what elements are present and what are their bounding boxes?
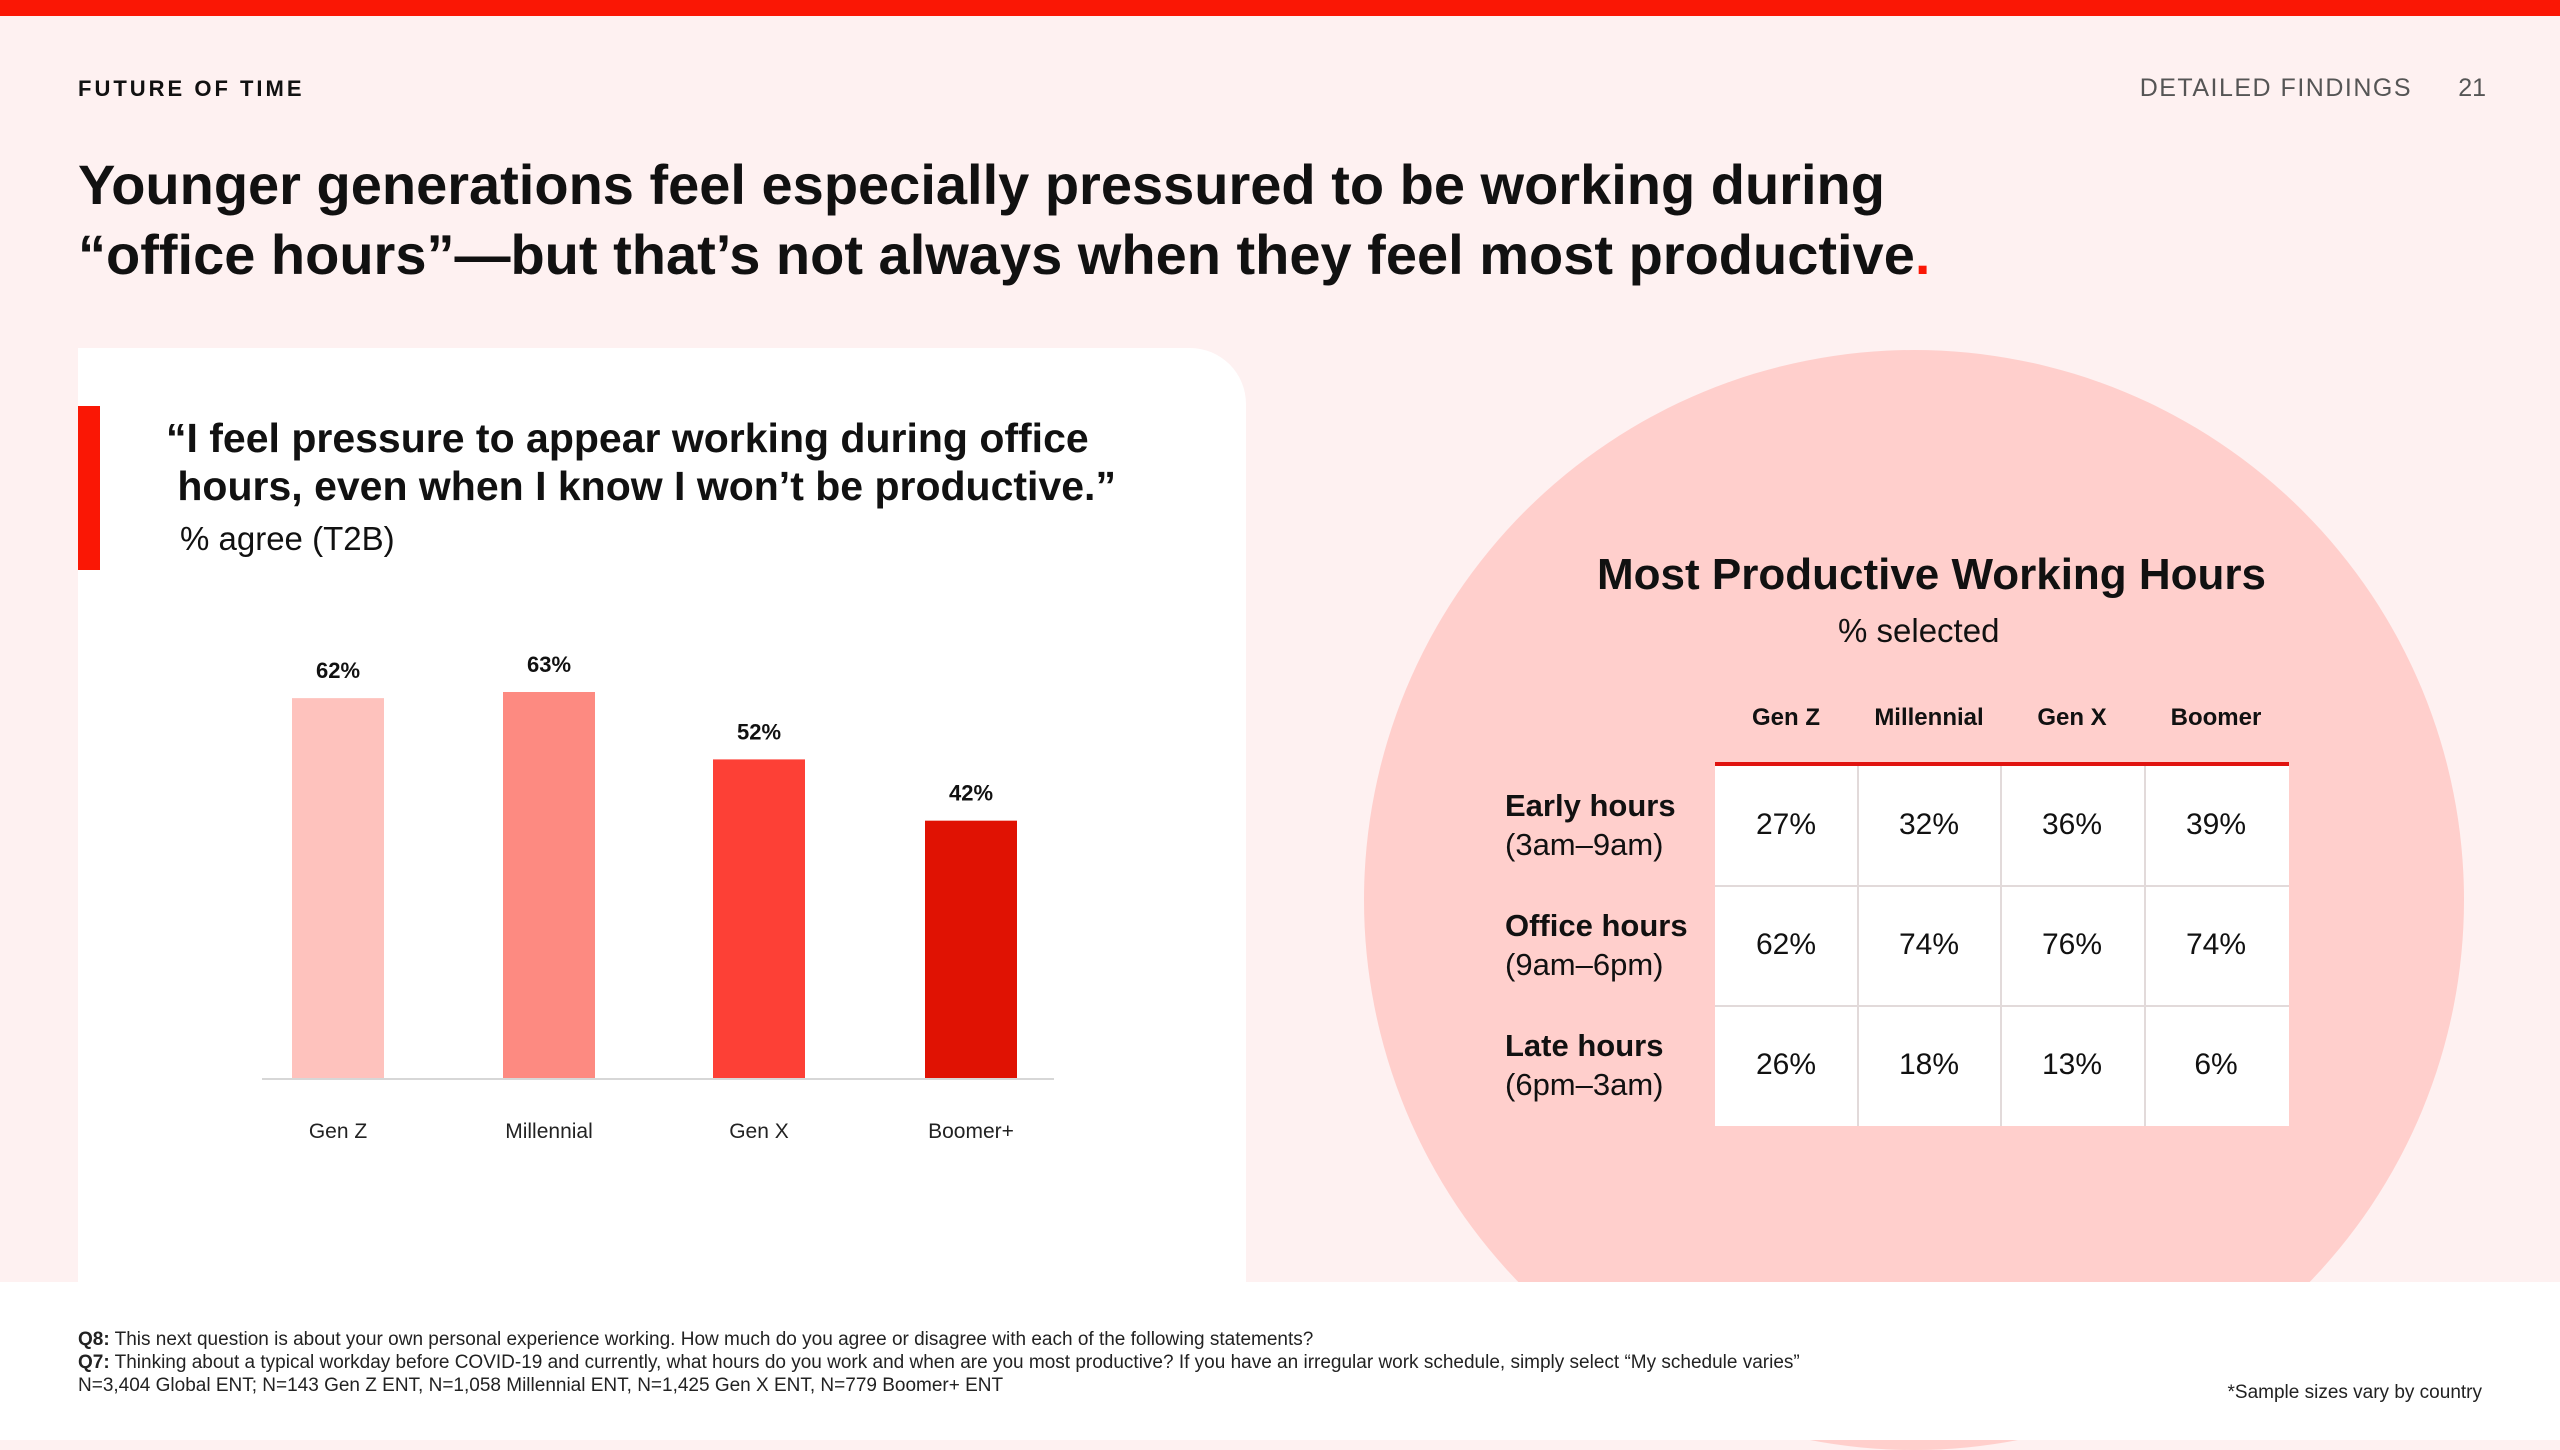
chart-quote: “I feel pressure to appear working durin… xyxy=(166,414,1116,510)
title-red-dot: . xyxy=(1914,223,1931,286)
quote-line-2: hours, even when I know I won’t be produ… xyxy=(166,463,1116,509)
row-label-range: (6pm–3am) xyxy=(1505,1067,1664,1102)
data-table: 27% 32% 36% 39% 62% 74% 76% 74% 26% 18% … xyxy=(1715,766,2289,1126)
table-cell: 62% xyxy=(1755,928,1817,961)
table-divider xyxy=(2000,766,2002,1126)
footnote-q8-label: Q8: xyxy=(78,1329,110,1350)
section-label: DETAILED FINDINGS xyxy=(2139,74,2412,102)
page-number: 21 xyxy=(2458,74,2486,102)
table-divider xyxy=(1715,1005,2289,1007)
row-label-title: Early hours xyxy=(1505,788,1676,823)
table-cell: 18% xyxy=(1898,1048,1960,1081)
table-cell: 74% xyxy=(1898,928,1960,961)
quote-accent-bar xyxy=(78,406,100,570)
sample-size-note: *Sample sizes vary by country xyxy=(2227,1382,2483,1403)
row-label-range: (3am–9am) xyxy=(1505,827,1664,862)
title-line-2: “office hours”—but that’s not always whe… xyxy=(78,220,2078,290)
row-label-late-hours: Late hours (6pm–3am) xyxy=(1505,1026,1664,1104)
row-label-range: (9am–6pm) xyxy=(1505,947,1664,982)
footnote-q8-text: This next question is about your own per… xyxy=(109,1329,1314,1350)
x-tick-label: Gen Z xyxy=(309,1120,368,1143)
top-accent-bar xyxy=(0,0,2560,16)
quote-line-1: “I feel pressure to appear working durin… xyxy=(166,415,1089,461)
bar-value-label: 62% xyxy=(316,658,360,683)
table-cell: 39% xyxy=(2185,808,2247,841)
footer xyxy=(0,1282,2560,1440)
table-cell: 76% xyxy=(2041,928,2103,961)
x-tick-label: Boomer+ xyxy=(928,1120,1014,1143)
bar-chart: 62% Gen Z 63% Millennial 52% Gen X 42% Boomer+ xyxy=(262,652,1054,1143)
bar-millennial xyxy=(503,692,595,1078)
page-title: Younger generations feel especially pres… xyxy=(78,150,2078,290)
bar-boomer xyxy=(925,820,1017,1078)
table-subtitle: % selected xyxy=(1838,612,2000,649)
table-cell: 74% xyxy=(2185,928,2247,961)
table-cell: 6% xyxy=(2194,1048,2238,1081)
x-tick-label: Millennial xyxy=(505,1120,593,1143)
column-header-gen-z: Gen Z xyxy=(1751,704,1820,731)
row-label-title: Office hours xyxy=(1505,908,1688,943)
title-line-1: Younger generations feel especially pres… xyxy=(78,153,1885,216)
row-label-title: Late hours xyxy=(1505,1028,1664,1063)
chart-subtitle: % agree (T2B) xyxy=(180,520,395,557)
footnote-q7-text: Thinking about a typical workday before … xyxy=(109,1352,1800,1373)
footnote-q7: Q7: Thinking about a typical workday bef… xyxy=(78,1351,1800,1374)
table-cell: 27% xyxy=(1755,808,1817,841)
bar-chart-card xyxy=(78,348,1246,1288)
table-divider xyxy=(1857,766,1859,1126)
table-cell: 13% xyxy=(2041,1048,2103,1081)
footnote-sample-sizes: N=3,404 Global ENT; N=143 Gen Z ENT, N=1… xyxy=(78,1375,1004,1396)
row-label-early-hours: Early hours (3am–9am) xyxy=(1505,786,1676,864)
column-header-millennial: Millennial xyxy=(1874,704,1984,731)
bar-value-label: 52% xyxy=(737,719,781,744)
bars-group: 62% Gen Z 63% Millennial 52% Gen X 42% Boomer+ xyxy=(292,652,1017,1143)
table-cell: 32% xyxy=(1898,808,1960,841)
bar-gen-x xyxy=(713,759,805,1078)
bar-value-label: 42% xyxy=(949,781,993,806)
table-divider xyxy=(2144,766,2146,1126)
brand-label: FUTURE OF TIME xyxy=(78,76,305,101)
title-line-2-text: “office hours”—but that’s not always whe… xyxy=(78,223,1915,286)
table-divider xyxy=(1715,885,2289,887)
table-header-rule xyxy=(1715,762,2289,766)
footnote-q8: Q8: This next question is about your own… xyxy=(78,1328,1800,1351)
x-tick-label: Gen X xyxy=(729,1120,789,1143)
footnote-q7-label: Q7: xyxy=(78,1352,110,1373)
row-label-office-hours: Office hours (9am–6pm) xyxy=(1505,906,1688,984)
column-header-gen-x: Gen X xyxy=(2037,704,2107,731)
bar-value-label: 63% xyxy=(527,652,571,677)
table-title: Most Productive Working Hours xyxy=(1597,550,2267,599)
bar-gen-z xyxy=(292,698,384,1078)
table-cell: 26% xyxy=(1755,1048,1817,1081)
table-cell: 36% xyxy=(2041,808,2103,841)
column-header-boomer: Boomer xyxy=(2170,704,2262,731)
footnotes: Q8: This next question is about your own… xyxy=(78,1328,1800,1397)
